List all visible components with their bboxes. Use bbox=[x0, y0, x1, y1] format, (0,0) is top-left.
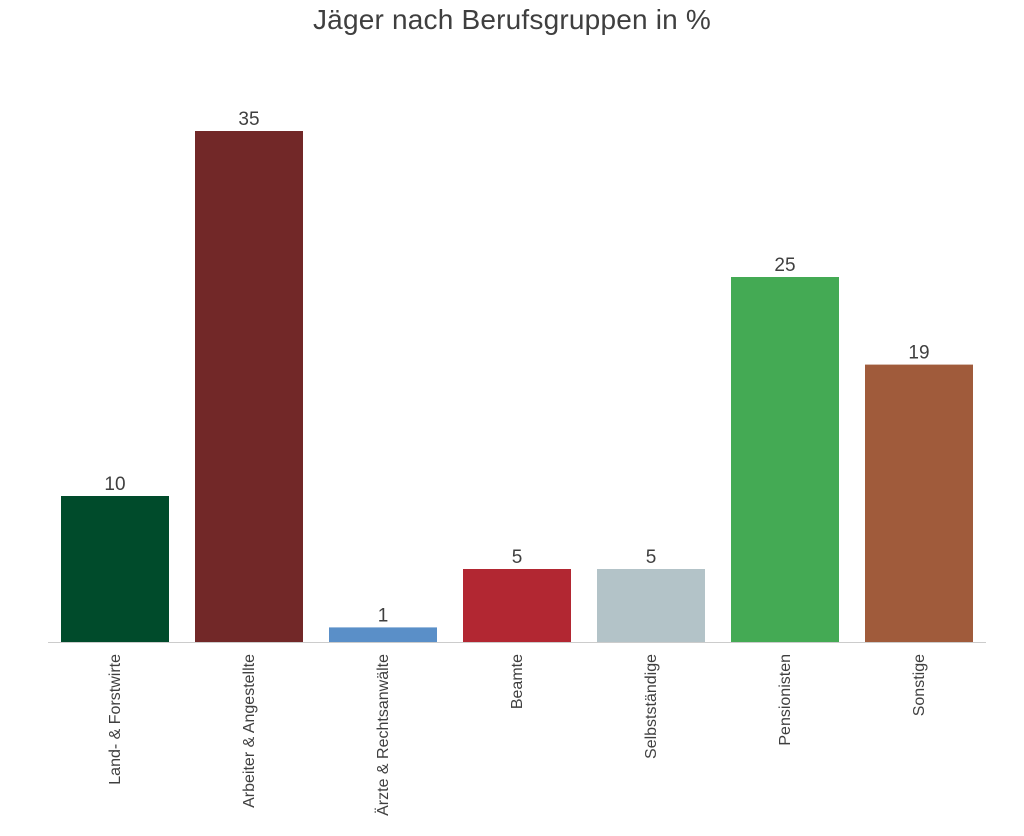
bar-4 bbox=[597, 569, 705, 642]
x-tick-label-2: Ärzte & Rechtsanwälte bbox=[374, 654, 392, 816]
bar-value-label-3: 5 bbox=[512, 547, 523, 568]
bar-5 bbox=[731, 277, 839, 642]
x-tick-label-3: Beamte bbox=[509, 654, 526, 709]
bar-value-label-1: 35 bbox=[238, 109, 259, 130]
bar-value-label-6: 19 bbox=[908, 343, 929, 364]
bar-3 bbox=[463, 569, 571, 642]
x-tick-label-5: Pensionisten bbox=[777, 654, 794, 746]
x-tick-label-6: Sonstige bbox=[911, 654, 928, 716]
bar-value-label-2: 1 bbox=[378, 605, 389, 626]
bar-0 bbox=[61, 496, 169, 642]
value-labels-group: 10 35 1 5 5 25 19 bbox=[104, 109, 929, 626]
bar-value-label-4: 5 bbox=[646, 547, 657, 568]
x-tick-labels-group: Land- & Forstwirte Arbeiter & Angestellte… bbox=[107, 654, 928, 816]
x-tick-label-0: Land- & Forstwirte bbox=[107, 654, 124, 785]
bars-group bbox=[61, 131, 973, 642]
x-tick-label-4: Selbstständige bbox=[643, 654, 660, 759]
bar-6 bbox=[865, 364, 973, 642]
bar-2 bbox=[329, 627, 437, 642]
bar-value-label-5: 25 bbox=[774, 255, 795, 276]
bar-value-label-0: 10 bbox=[104, 474, 125, 495]
chart-title: Jäger nach Berufsgruppen in % bbox=[312, 4, 712, 35]
x-tick-label-1: Arbeiter & Angestellte bbox=[241, 654, 258, 808]
bar-1 bbox=[195, 131, 303, 642]
